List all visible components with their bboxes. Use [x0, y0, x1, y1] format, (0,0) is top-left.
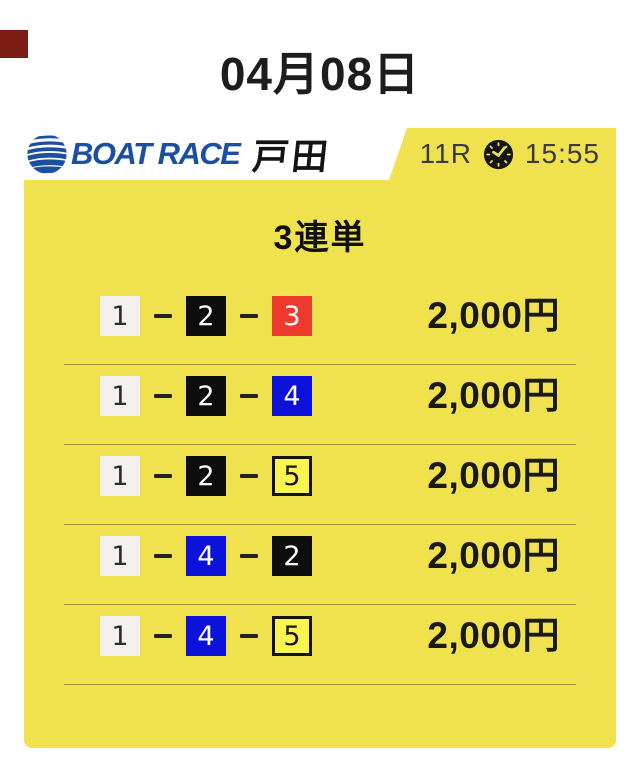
bet-amount: 2,000円 — [427, 535, 560, 576]
clock-icon — [483, 139, 514, 170]
date-title: 04月08日 — [219, 48, 421, 100]
bet-rows: 1 2 3 2,000円 1 2 4 2,000円 1 2 5 2,000円 1 4 2 2,0… — [24, 288, 616, 688]
bet-row: 1 2 3 2,000円 — [24, 288, 616, 368]
lane-number-box-white: 1 — [100, 296, 140, 336]
bet-amount: 2,000円 — [427, 615, 560, 656]
lane-number-box-white: 1 — [100, 456, 140, 496]
dash-separator — [154, 554, 172, 558]
dash-separator — [154, 634, 172, 638]
lane-number-box-blue: 4 — [186, 536, 226, 576]
boatrace-swirl-icon — [26, 133, 68, 175]
bet-row: 1 2 5 2,000円 — [24, 448, 616, 528]
dash-separator — [240, 634, 258, 638]
row-separator — [64, 364, 576, 365]
bet-combo: 1 2 3 — [100, 296, 312, 336]
row-separator — [64, 444, 576, 445]
lane-number-box-white: 1 — [100, 536, 140, 576]
lane-number-box-white: 1 — [100, 376, 140, 416]
row-separator — [64, 524, 576, 525]
race-number: 11R — [419, 138, 472, 169]
dash-separator — [240, 474, 258, 478]
boatrace-logo: BOAT RACE 戸田 — [26, 128, 334, 180]
lane-number-box-black: 2 — [186, 296, 226, 336]
bet-ticket-card: 11R — [24, 128, 616, 748]
dash-separator — [154, 314, 172, 318]
corner-mark — [0, 30, 28, 58]
bet-amount: 2,000円 — [427, 295, 560, 336]
lane-number-box-blue: 4 — [272, 376, 312, 416]
dash-separator — [240, 394, 258, 398]
boatrace-brand-text: BOAT RACE — [71, 136, 241, 171]
bet-row: 1 4 2 2,000円 — [24, 528, 616, 608]
dash-separator — [154, 474, 172, 478]
bet-type-title: 3連単 — [273, 219, 367, 257]
bet-row: 1 2 4 2,000円 — [24, 368, 616, 448]
bet-combo: 1 2 5 — [100, 456, 312, 496]
row-separator — [64, 684, 576, 685]
lane-number-box-white: 1 — [100, 616, 140, 656]
bet-combo: 1 2 4 — [100, 376, 312, 416]
bet-combo: 1 4 2 — [100, 536, 312, 576]
lane-number-box-yellow: 5 — [272, 456, 312, 496]
venue-name: 戸田 — [251, 136, 334, 177]
bet-combo: 1 4 5 — [100, 616, 312, 656]
card-header-strip: 11R — [24, 128, 616, 180]
dash-separator — [154, 394, 172, 398]
dash-separator — [240, 554, 258, 558]
lane-number-box-blue: 4 — [186, 616, 226, 656]
lane-number-box-black: 2 — [272, 536, 312, 576]
lane-number-box-black: 2 — [186, 376, 226, 416]
race-time: 15:55 — [524, 138, 600, 169]
lane-number-box-yellow: 5 — [272, 616, 312, 656]
lane-number-box-black: 2 — [186, 456, 226, 496]
lane-number-box-red: 3 — [272, 296, 312, 336]
bet-row: 1 4 5 2,000円 — [24, 608, 616, 688]
dash-separator — [240, 314, 258, 318]
bet-amount: 2,000円 — [427, 455, 560, 496]
bet-amount: 2,000円 — [427, 375, 560, 416]
race-info-panel: 11R — [389, 128, 616, 180]
row-separator — [64, 604, 576, 605]
